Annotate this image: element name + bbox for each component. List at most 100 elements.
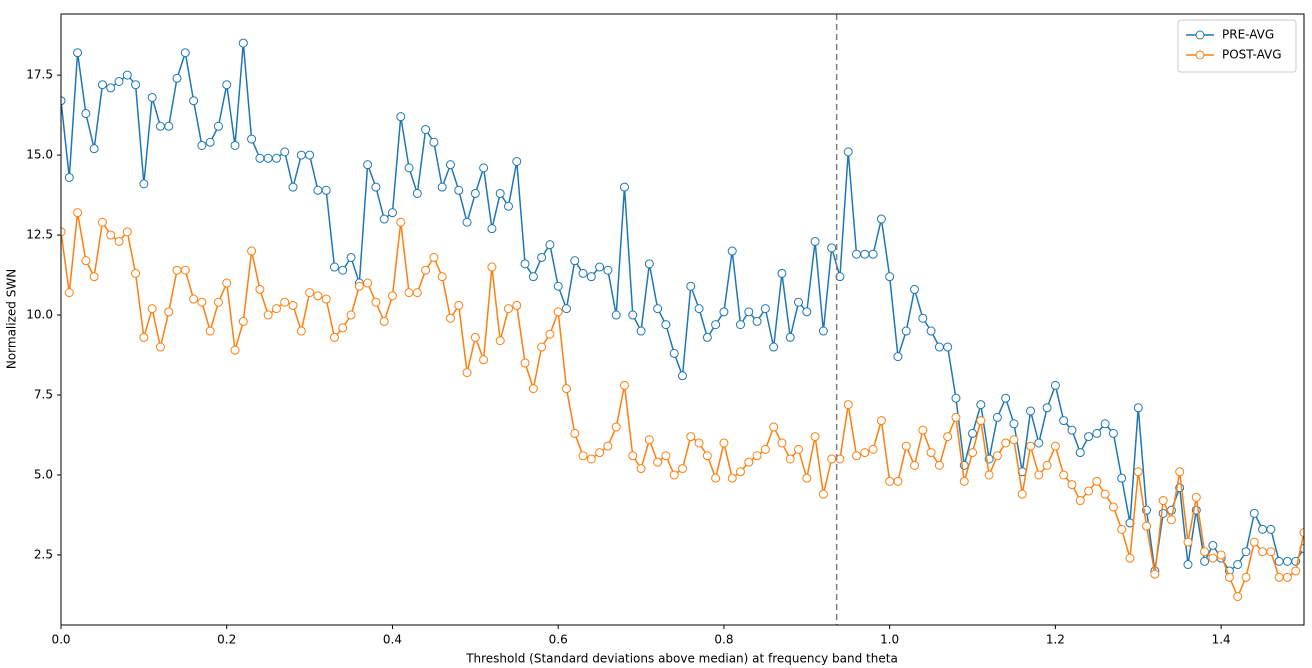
data-point	[197, 140, 207, 150]
data-point	[412, 288, 422, 298]
data-point	[387, 208, 397, 218]
data-point	[147, 92, 157, 102]
data-point	[354, 281, 364, 291]
data-point	[271, 153, 281, 163]
y-axis-label: Normalized SWN	[5, 269, 19, 369]
data-point	[553, 281, 563, 291]
data-point	[1183, 560, 1193, 570]
data-point	[802, 307, 812, 317]
data-point	[868, 444, 878, 454]
data-point	[487, 224, 497, 234]
data-point	[396, 217, 406, 227]
data-point	[619, 182, 629, 192]
data-point	[595, 262, 605, 272]
data-point	[702, 332, 712, 342]
y-tick-label: 17.5	[26, 68, 53, 82]
data-point	[1075, 496, 1085, 506]
data-point	[1017, 489, 1027, 499]
data-point	[371, 182, 381, 192]
data-point	[537, 342, 547, 352]
data-point	[528, 272, 538, 282]
data-point	[1117, 473, 1127, 483]
data-point	[1133, 403, 1143, 413]
data-point	[213, 121, 223, 131]
data-point	[1183, 537, 1193, 547]
data-point	[885, 272, 895, 282]
data-point	[968, 448, 978, 458]
data-point	[1274, 556, 1284, 566]
data-point	[412, 188, 422, 198]
data-point	[97, 217, 107, 227]
data-point	[603, 441, 613, 451]
series-line	[61, 43, 1304, 573]
data-point	[238, 316, 248, 326]
data-point	[114, 76, 124, 86]
data-point	[487, 262, 497, 272]
data-point	[1034, 438, 1044, 448]
data-point	[611, 310, 621, 320]
data-point	[1084, 432, 1094, 442]
data-point	[1241, 572, 1251, 582]
data-point	[1059, 416, 1069, 426]
data-point	[296, 150, 306, 160]
data-point	[255, 153, 265, 163]
data-point	[810, 236, 820, 246]
data-point	[843, 147, 853, 157]
data-point	[595, 448, 605, 458]
data-point	[189, 294, 199, 304]
data-point	[114, 236, 124, 246]
data-point	[1166, 515, 1176, 525]
series-line	[61, 212, 1304, 599]
data-point	[139, 332, 149, 342]
data-point	[794, 297, 804, 307]
data-point	[147, 304, 157, 314]
data-point	[1050, 380, 1060, 390]
y-tick-label: 12.5	[26, 228, 53, 242]
data-point	[313, 291, 323, 301]
data-point	[992, 451, 1002, 461]
data-point	[785, 454, 795, 464]
data-point	[1200, 547, 1210, 557]
data-point	[1108, 502, 1118, 512]
data-point	[1026, 441, 1036, 451]
data-point	[97, 80, 107, 90]
data-point	[205, 326, 215, 336]
data-point	[437, 182, 447, 192]
data-point	[454, 300, 464, 310]
data-point	[1042, 403, 1052, 413]
data-point	[131, 268, 141, 278]
data-point	[479, 163, 489, 173]
data-point	[139, 179, 149, 189]
data-point	[868, 249, 878, 259]
data-point	[686, 281, 696, 291]
data-point	[769, 342, 779, 352]
data-point	[263, 310, 273, 320]
data-point	[180, 265, 190, 275]
data-point	[661, 451, 671, 461]
data-point	[976, 400, 986, 410]
data-point	[653, 304, 663, 314]
data-point	[73, 48, 83, 58]
data-point	[1175, 467, 1185, 477]
legend-marker	[1195, 30, 1205, 40]
data-point	[1150, 569, 1160, 579]
data-point	[1249, 537, 1259, 547]
data-point	[934, 342, 944, 352]
data-point	[926, 448, 936, 458]
data-point	[876, 416, 886, 426]
data-point	[445, 313, 455, 323]
data-point	[396, 112, 406, 122]
data-point	[1158, 508, 1168, 518]
data-point	[512, 156, 522, 166]
data-point	[852, 451, 862, 461]
data-point	[64, 172, 74, 182]
data-point	[1067, 425, 1077, 435]
data-point	[727, 473, 737, 483]
data-point	[404, 163, 414, 173]
data-point	[222, 80, 232, 90]
data-point	[89, 272, 99, 282]
data-point	[968, 428, 978, 438]
data-point	[321, 185, 331, 195]
data-point	[329, 332, 339, 342]
data-point	[61, 227, 66, 237]
